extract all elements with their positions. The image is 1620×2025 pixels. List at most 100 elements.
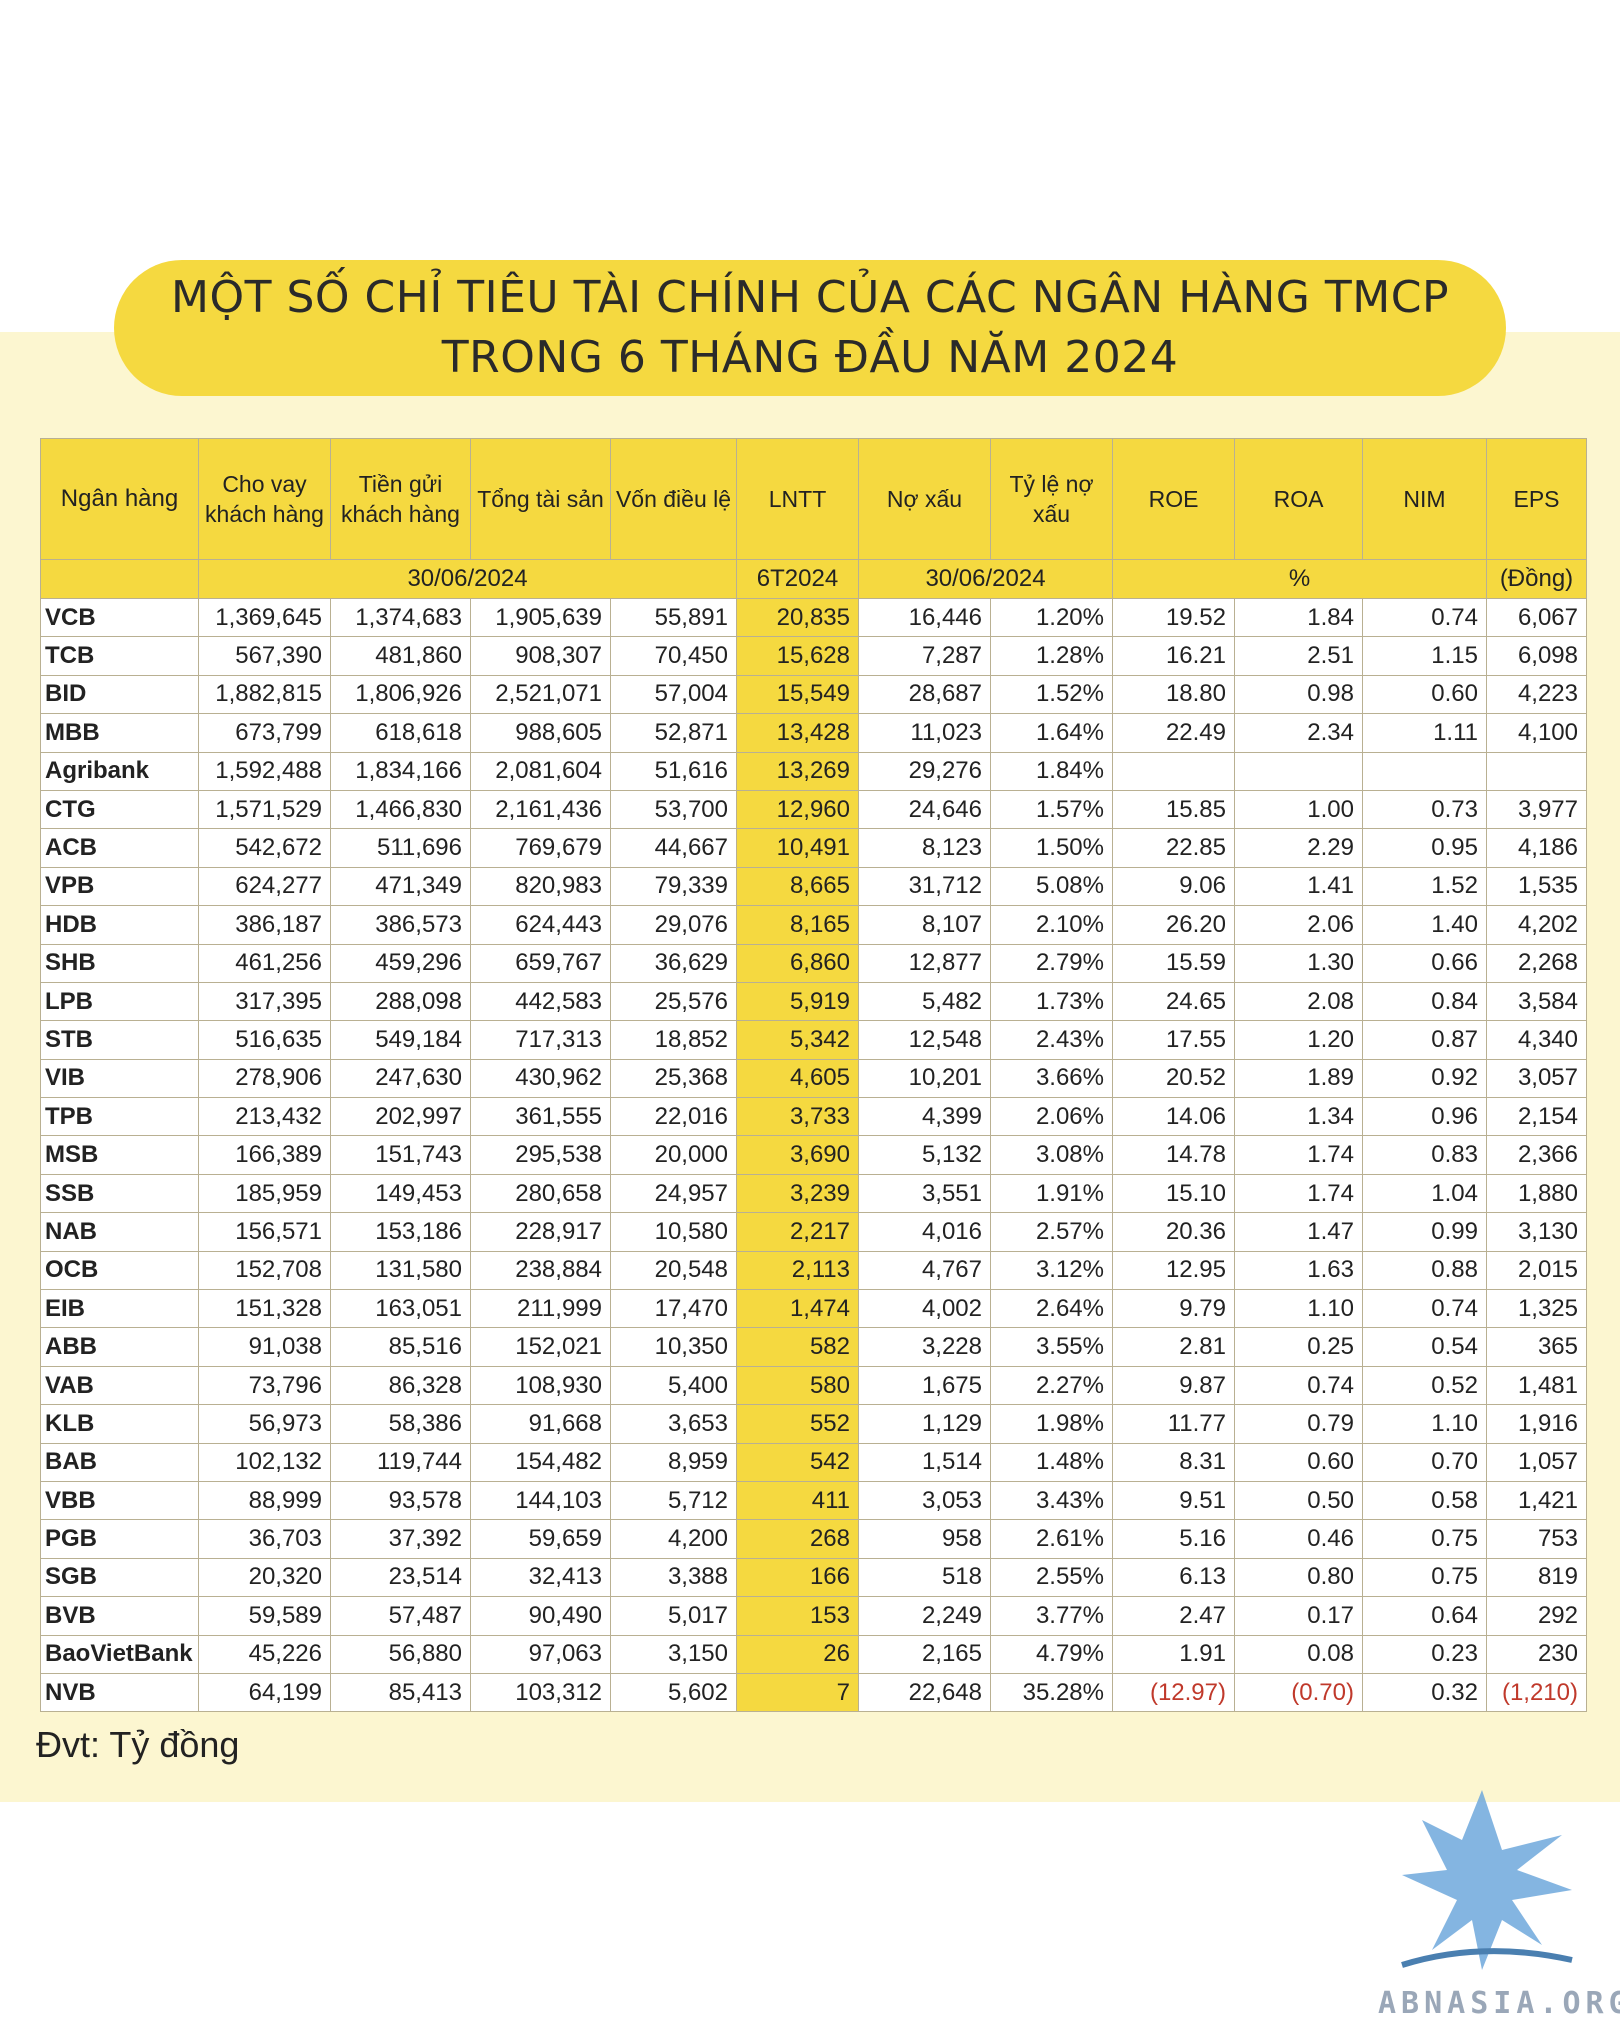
cell-bank: BVB [40, 1596, 199, 1636]
cell-capital: 29,076 [610, 905, 737, 945]
cell-assets: 32,413 [470, 1557, 611, 1598]
title-banner: MỘT SỐ CHỈ TIÊU TÀI CHÍNH CỦA CÁC NGÂN H… [114, 260, 1506, 396]
table-row: PGB 36,703 37,392 59,659 4,200 268 958 2.61% 5.1… [40, 1519, 1587, 1559]
cell-eps [1486, 751, 1587, 791]
griffin-logo-icon [1401, 1790, 1573, 1970]
cell-npl-ratio: 1.57% [990, 789, 1113, 830]
table-row: VIB 278,906 247,630 430,962 25,368 4,605 10,20… [40, 1058, 1587, 1099]
cell-npl: 4,016 [858, 1212, 991, 1252]
cell-deposits: 131,580 [330, 1250, 471, 1291]
cell-npl-ratio: 4.79% [990, 1634, 1113, 1674]
table-row: NAB 156,571 153,186 228,917 10,580 2,217 4,016… [40, 1212, 1587, 1252]
cell-assets: 908,307 [470, 636, 611, 676]
table-row: ACB 542,672 511,696 769,679 44,667 10,491 8,12… [40, 828, 1587, 868]
cell-eps: 4,202 [1486, 905, 1587, 945]
cell-npl-ratio: 1.50% [990, 828, 1113, 868]
cell-capital: 8,959 [610, 1442, 737, 1482]
cell-eps: 1,481 [1486, 1365, 1587, 1406]
cell-assets: 59,659 [470, 1519, 611, 1559]
cell-nim: 0.88 [1362, 1250, 1487, 1291]
cell-eps: 4,340 [1486, 1020, 1587, 1060]
cell-capital: 5,017 [610, 1596, 737, 1636]
table-row: BAB 102,132 119,744 154,482 8,959 542 1,514 1.4… [40, 1442, 1587, 1482]
cell-bank: EIB [40, 1289, 199, 1329]
cell-assets: 90,490 [470, 1596, 611, 1636]
cell-roe: 20.36 [1112, 1212, 1235, 1252]
cell-roa: 1.34 [1234, 1097, 1363, 1137]
cell-roa: 1.63 [1234, 1250, 1363, 1291]
cell-npl-ratio: 2.55% [990, 1557, 1113, 1598]
cell-capital: 57,004 [610, 674, 737, 715]
cell-nim: 0.87 [1362, 1020, 1487, 1060]
cell-npl-ratio: 3.08% [990, 1135, 1113, 1175]
table-row: TCB 567,390 481,860 908,307 70,450 15,628 7,28… [40, 636, 1587, 676]
col-header-eps: EPS [1486, 438, 1587, 560]
cell-roa: 1.20 [1234, 1020, 1363, 1060]
cell-nim: 0.60 [1362, 674, 1487, 715]
cell-npl-ratio: 2.10% [990, 905, 1113, 945]
cell-npl: 10,201 [858, 1058, 991, 1099]
cell-assets: 988,605 [470, 713, 611, 753]
cell-lntt: 582 [736, 1327, 859, 1367]
table-row: VAB 73,796 86,328 108,930 5,400 580 1,675 2.27%… [40, 1365, 1587, 1406]
cell-nim: 0.58 [1362, 1480, 1487, 1521]
cell-roa: 1.41 [1234, 866, 1363, 907]
cell-npl-ratio: 1.48% [990, 1442, 1113, 1482]
cell-lntt: 411 [736, 1480, 859, 1521]
cell-capital: 25,368 [610, 1058, 737, 1099]
cell-bank: ABB [40, 1327, 199, 1367]
cell-nim: 0.75 [1362, 1519, 1487, 1559]
cell-roa: 0.08 [1234, 1634, 1363, 1674]
cell-npl: 16,446 [858, 597, 991, 638]
cell-npl: 24,646 [858, 789, 991, 830]
cell-npl: 8,123 [858, 828, 991, 868]
cell-loans: 166,389 [198, 1135, 331, 1175]
cell-loans: 461,256 [198, 943, 331, 983]
cell-deposits: 85,516 [330, 1327, 471, 1367]
cell-roe: 24.65 [1112, 981, 1235, 1022]
cell-roe: 20.52 [1112, 1058, 1235, 1099]
cell-npl: 3,228 [858, 1327, 991, 1367]
watermark-text: ABNASIA.ORG [1378, 1986, 1620, 2021]
cell-nim [1362, 751, 1487, 791]
cell-roe: 15.10 [1112, 1173, 1235, 1214]
cell-npl: 1,514 [858, 1442, 991, 1482]
cell-deposits: 386,573 [330, 905, 471, 945]
cell-roa: 1.10 [1234, 1289, 1363, 1329]
cell-npl: 12,548 [858, 1020, 991, 1060]
cell-deposits: 57,487 [330, 1596, 471, 1636]
cell-deposits: 511,696 [330, 828, 471, 868]
cell-deposits: 23,514 [330, 1557, 471, 1598]
cell-nim: 0.99 [1362, 1212, 1487, 1252]
col-header-npl: Nợ xấu [858, 438, 991, 560]
cell-loans: 36,703 [198, 1519, 331, 1559]
cell-npl-ratio: 2.61% [990, 1519, 1113, 1559]
cell-loans: 317,395 [198, 981, 331, 1022]
cell-roe: 22.49 [1112, 713, 1235, 753]
cell-bank: VPB [40, 866, 199, 907]
cell-npl-ratio: 1.91% [990, 1173, 1113, 1214]
cell-roa: 2.34 [1234, 713, 1363, 753]
cell-lntt: 26 [736, 1634, 859, 1674]
cell-nim: 1.11 [1362, 713, 1487, 753]
cell-loans: 567,390 [198, 636, 331, 676]
cell-capital: 3,653 [610, 1404, 737, 1444]
cell-roa: 0.79 [1234, 1404, 1363, 1444]
cell-capital: 5,400 [610, 1365, 737, 1406]
cell-loans: 73,796 [198, 1365, 331, 1406]
cell-assets: 659,767 [470, 943, 611, 983]
table-row: LPB 317,395 288,098 442,583 25,576 5,919 5,482… [40, 981, 1587, 1022]
cell-roe: 12.95 [1112, 1250, 1235, 1291]
cell-npl-ratio: 3.77% [990, 1596, 1113, 1636]
col-header-deposits: Tiền gửi khách hàng [330, 438, 471, 560]
col-header-npl-ratio: Tỷ lệ nợ xấu [990, 438, 1113, 560]
table-row: NVB 64,199 85,413 103,312 5,602 7 22,648 35.28%… [40, 1672, 1587, 1713]
cell-roe: 9.06 [1112, 866, 1235, 907]
cell-bank: CTG [40, 789, 199, 830]
cell-assets: 103,312 [470, 1672, 611, 1713]
cell-npl-ratio: 2.64% [990, 1289, 1113, 1329]
cell-roe: 5.16 [1112, 1519, 1235, 1559]
cell-loans: 59,589 [198, 1596, 331, 1636]
cell-eps: 3,057 [1486, 1058, 1587, 1099]
cell-roa: 2.51 [1234, 636, 1363, 676]
